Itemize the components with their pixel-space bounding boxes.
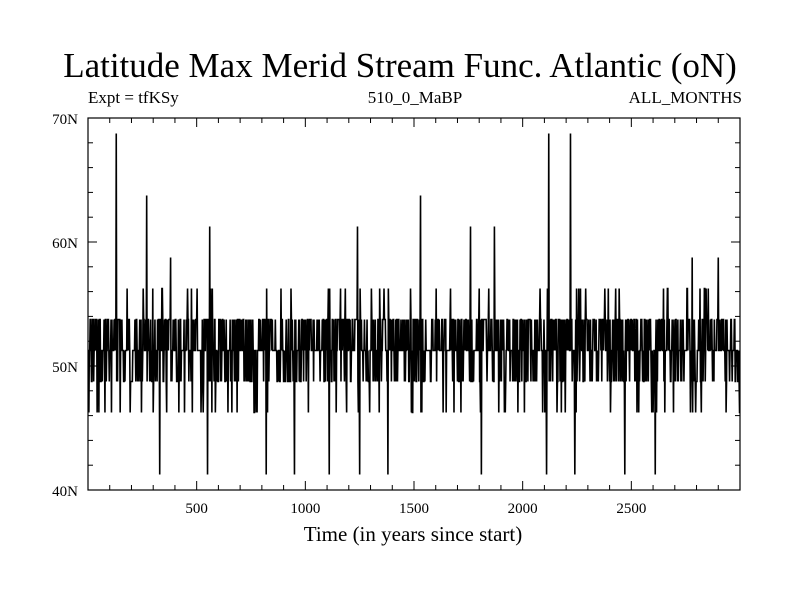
series-line-latitude — [87, 133, 741, 475]
y-tick-label: 40N — [52, 484, 78, 500]
axes-group: 500 1000 1500 2000 2500 40N 50N 60N 70N — [52, 112, 741, 517]
x-tick-label: 500 — [185, 501, 208, 517]
run-label: 510_0_MaBP — [367, 88, 463, 107]
months-label: ALL_MONTHS — [628, 88, 742, 107]
x-axis-label: Time (in years since start) — [304, 522, 523, 546]
x-tick-label: 1500 — [399, 501, 429, 517]
experiment-label: Expt = tfKSy — [88, 88, 179, 107]
x-tick-label: 2500 — [616, 501, 646, 517]
y-tick-label: 50N — [52, 360, 78, 376]
series-group — [87, 133, 741, 475]
plot-frame — [87, 117, 741, 491]
chart-title: Latitude Max Merid Stream Func. Atlantic… — [63, 46, 737, 85]
x-tick-label: 2000 — [508, 501, 538, 517]
y-tick-label: 70N — [52, 112, 78, 128]
y-tick-label: 60N — [52, 236, 78, 252]
x-tick-label: 1000 — [290, 501, 320, 517]
